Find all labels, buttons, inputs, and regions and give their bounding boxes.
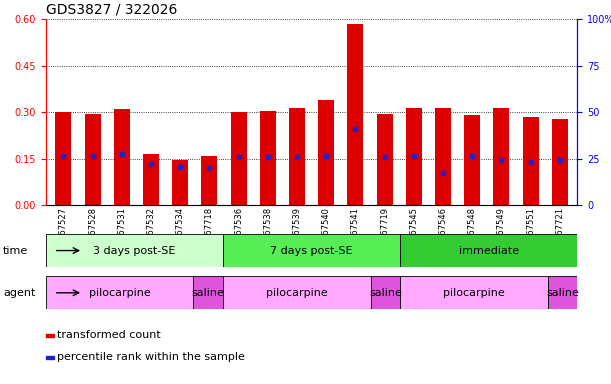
Text: transformed count: transformed count: [57, 331, 161, 341]
Bar: [548, 276, 577, 309]
Bar: [46, 356, 54, 359]
Bar: [84, 114, 101, 205]
Bar: [494, 108, 510, 205]
Bar: [400, 276, 548, 309]
Text: 3 days post-SE: 3 days post-SE: [93, 245, 175, 256]
Bar: [406, 108, 422, 205]
Text: GDS3827 / 322026: GDS3827 / 322026: [46, 3, 177, 17]
Bar: [143, 154, 159, 205]
Text: pilocarpine: pilocarpine: [443, 288, 505, 298]
Bar: [435, 108, 451, 205]
Bar: [46, 334, 54, 337]
Bar: [464, 116, 480, 205]
Bar: [223, 276, 371, 309]
Bar: [400, 234, 577, 267]
Bar: [318, 100, 334, 205]
Bar: [552, 119, 568, 205]
Bar: [260, 111, 276, 205]
Bar: [46, 234, 223, 267]
Bar: [376, 114, 393, 205]
Bar: [289, 108, 305, 205]
Text: saline: saline: [369, 288, 402, 298]
Bar: [202, 156, 218, 205]
Text: pilocarpine: pilocarpine: [266, 288, 327, 298]
Bar: [223, 234, 400, 267]
Text: saline: saline: [192, 288, 225, 298]
Bar: [172, 161, 188, 205]
Bar: [348, 24, 364, 205]
Text: saline: saline: [546, 288, 579, 298]
Text: pilocarpine: pilocarpine: [89, 288, 150, 298]
Bar: [371, 276, 400, 309]
Text: agent: agent: [3, 288, 35, 298]
Text: time: time: [3, 245, 28, 256]
Bar: [46, 276, 194, 309]
Bar: [230, 113, 247, 205]
Text: percentile rank within the sample: percentile rank within the sample: [57, 352, 245, 362]
Text: immediate: immediate: [459, 245, 519, 256]
Text: 7 days post-SE: 7 days post-SE: [270, 245, 353, 256]
Bar: [56, 113, 71, 205]
Bar: [194, 276, 223, 309]
Bar: [114, 109, 130, 205]
Bar: [522, 117, 539, 205]
